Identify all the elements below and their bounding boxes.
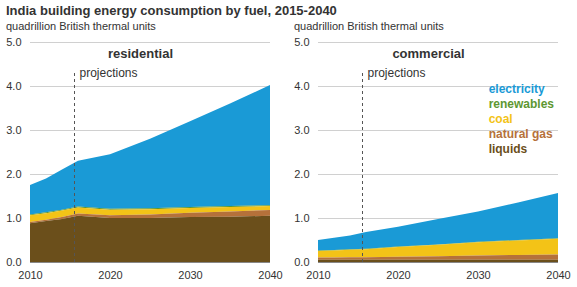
svg-text:1.0: 1.0 xyxy=(294,212,309,224)
svg-text:2030: 2030 xyxy=(466,269,490,281)
svg-text:4.0: 4.0 xyxy=(294,80,309,92)
html-text:natural gas: natural gas xyxy=(488,127,553,141)
svg-text:0.0: 0.0 xyxy=(294,256,309,268)
svg-text:projections: projections xyxy=(368,66,426,80)
html-text:quadrillion British thermal un: quadrillion British thermal units xyxy=(6,20,156,32)
svg-text:1.0: 1.0 xyxy=(6,212,21,224)
svg-text:2020: 2020 xyxy=(98,269,122,281)
html-text:coal: coal xyxy=(488,112,513,126)
svg-text:residential: residential xyxy=(108,46,173,61)
svg-text:3.0: 3.0 xyxy=(6,124,21,136)
html-text:India building energy consumpt: India building energy consumption by fue… xyxy=(6,3,337,18)
svg-text:2010: 2010 xyxy=(18,269,42,281)
svg-text:2040: 2040 xyxy=(258,269,282,281)
html-text:renewables: renewables xyxy=(488,97,554,111)
svg-text:3.0: 3.0 xyxy=(294,124,309,136)
svg-text:2.0: 2.0 xyxy=(6,168,21,180)
svg-text:2010: 2010 xyxy=(306,269,330,281)
svg-text:4.0: 4.0 xyxy=(6,80,21,92)
svg-text:5.0: 5.0 xyxy=(6,36,21,48)
svg-text:2030: 2030 xyxy=(178,269,202,281)
svg-text:2.0: 2.0 xyxy=(294,168,309,180)
html-text:liquids: liquids xyxy=(488,142,528,156)
html-text:electricity: electricity xyxy=(488,82,545,96)
svg-text:2040: 2040 xyxy=(546,269,570,281)
svg-text:0.0: 0.0 xyxy=(6,256,21,268)
svg-text:commercial: commercial xyxy=(392,46,464,61)
svg-text:projections: projections xyxy=(80,66,138,80)
svg-text:2020: 2020 xyxy=(386,269,410,281)
svg-text:5.0: 5.0 xyxy=(294,36,309,48)
html-text:quadrillion British thermal un: quadrillion British thermal units xyxy=(294,20,444,32)
